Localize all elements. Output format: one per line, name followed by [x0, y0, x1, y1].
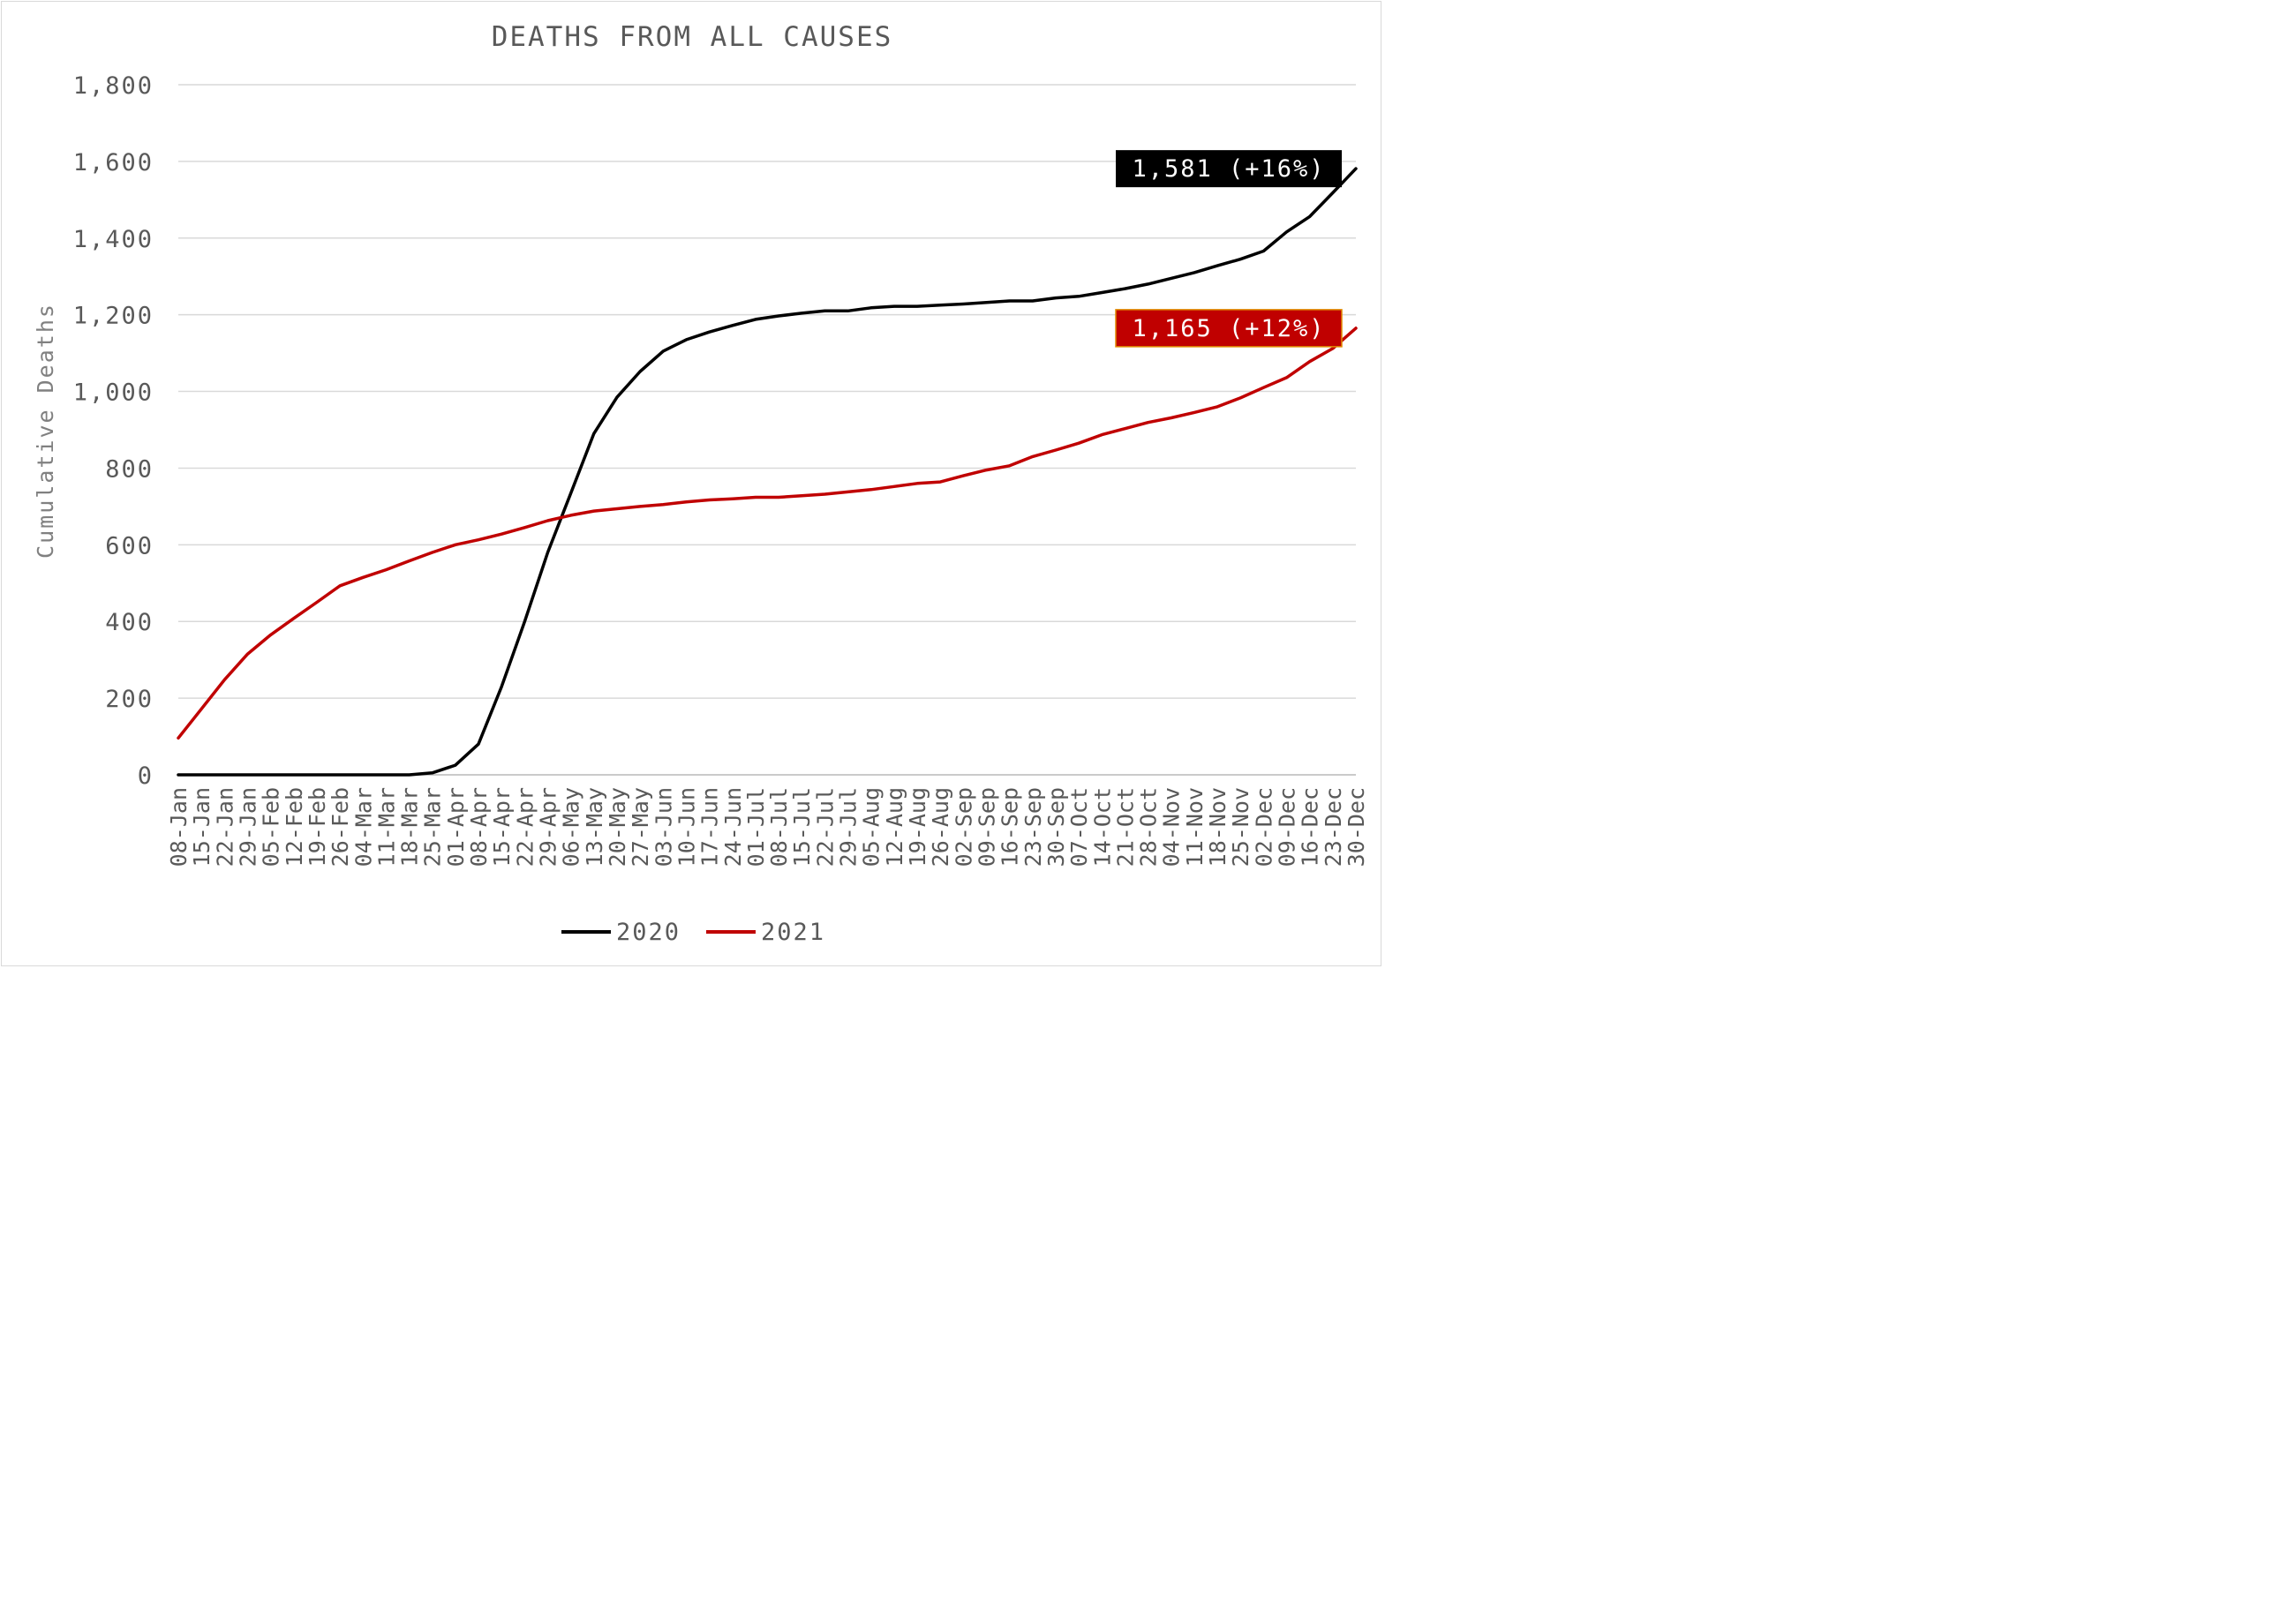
- x-tick-label: 08-Jul: [766, 787, 792, 867]
- end-label-2021: 1,165 (+12%): [1115, 309, 1343, 348]
- x-tick-label: 09-Sep: [974, 787, 999, 867]
- legend-item-2021: 2021: [706, 919, 825, 946]
- x-tick-label: 04-Nov: [1159, 787, 1185, 867]
- y-tick-label: 1,600: [73, 149, 154, 176]
- x-tick-label: 17-Jun: [697, 787, 723, 867]
- x-tick-label: 22-Apr: [512, 787, 538, 867]
- end-label-text: 1,581 (+16%): [1132, 155, 1325, 183]
- x-tick-label: 22-Jul: [812, 787, 838, 867]
- x-tick-label: 24-Jun: [720, 787, 746, 867]
- chart-title: DEATHS FROM ALL CAUSES: [492, 21, 893, 53]
- y-tick-label: 0: [138, 762, 154, 790]
- x-tick-label: 20-May: [605, 787, 630, 867]
- x-tick-label: 18-Nov: [1205, 787, 1231, 867]
- x-tick-label: 25-Mar: [420, 787, 446, 867]
- x-tick-label: 22-Jan: [212, 787, 237, 867]
- y-axis-ticks: 0 200 400 600 800 1,000 1,200 1,400 1,600 1,800: [73, 72, 154, 790]
- x-tick-label: 21-Oct: [1112, 787, 1138, 867]
- line-chart: DEATHS FROM ALL CAUSES Cumulative Deaths…: [33, 21, 1369, 946]
- x-tick-label: 12-Feb: [282, 787, 307, 867]
- legend: 2020 2021: [561, 919, 825, 946]
- x-tick-label: 03-Jun: [651, 787, 676, 867]
- x-tick-label: 29-Jul: [836, 787, 862, 867]
- x-tick-label: 28-Oct: [1136, 787, 1162, 867]
- x-tick-label: 18-Mar: [397, 787, 423, 867]
- end-label-text: 1,165 (+12%): [1132, 315, 1325, 342]
- x-tick-label: 29-Jan: [235, 787, 260, 867]
- y-tick-label: 1,200: [73, 303, 154, 330]
- x-tick-label: 23-Sep: [1020, 787, 1046, 867]
- x-tick-label: 09-Dec: [1275, 787, 1300, 867]
- end-label-box: [1115, 309, 1343, 348]
- legend-label: 2020: [616, 919, 681, 946]
- end-label-2020: 1,581 (+16%): [1116, 150, 1342, 188]
- end-labels: 1,581 (+16%) 1,165 (+12%): [1115, 150, 1343, 348]
- x-tick-label: 02-Sep: [951, 787, 976, 867]
- x-tick-label: 30-Sep: [1043, 787, 1069, 867]
- x-tick-label: 01-Jul: [743, 787, 769, 867]
- y-tick-label: 1,800: [73, 72, 154, 100]
- y-tick-label: 1,400: [73, 226, 154, 253]
- x-tick-label: 08-Apr: [466, 787, 492, 867]
- x-tick-label: 29-Apr: [536, 787, 561, 867]
- x-tick-label: 26-Feb: [327, 787, 353, 867]
- x-tick-label: 08-Jan: [166, 787, 192, 867]
- x-tick-label: 02-Dec: [1251, 787, 1276, 867]
- x-tick-label: 11-Nov: [1182, 787, 1208, 867]
- x-axis-ticks: 08-Jan15-Jan22-Jan29-Jan05-Feb12-Feb19-F…: [166, 787, 1369, 867]
- x-tick-label: 07-Oct: [1066, 787, 1092, 867]
- x-tick-label: 16-Sep: [997, 787, 1023, 867]
- x-tick-label: 19-Feb: [305, 787, 330, 867]
- x-tick-label: 01-Apr: [443, 787, 469, 867]
- x-tick-label: 04-Mar: [350, 787, 376, 867]
- x-tick-label: 16-Dec: [1298, 787, 1323, 867]
- series-line-2020: [177, 167, 1358, 777]
- x-tick-label: 26-Aug: [928, 787, 953, 867]
- y-axis-label: Cumulative Deaths: [33, 303, 58, 559]
- x-tick-label: 23-Dec: [1321, 787, 1346, 867]
- x-tick-label: 14-Oct: [1089, 787, 1115, 867]
- x-tick-label: 15-Jan: [189, 787, 215, 867]
- y-tick-label: 200: [105, 686, 154, 713]
- x-tick-label: 15-Apr: [489, 787, 515, 867]
- x-tick-label: 12-Aug: [882, 787, 907, 867]
- x-tick-label: 25-Nov: [1228, 787, 1253, 867]
- x-tick-label: 13-May: [582, 787, 607, 867]
- y-tick-label: 600: [105, 532, 154, 559]
- series-line-2021: [177, 327, 1358, 740]
- series-lines: [177, 167, 1358, 777]
- x-tick-label: 19-Aug: [905, 787, 930, 867]
- x-tick-label: 30-Dec: [1344, 787, 1369, 867]
- gridlines: [178, 84, 1356, 776]
- x-tick-label: 05-Feb: [259, 787, 284, 867]
- x-tick-label: 06-May: [559, 787, 584, 867]
- x-tick-label: 27-May: [628, 787, 653, 867]
- x-tick-label: 05-Aug: [859, 787, 885, 867]
- y-tick-label: 400: [105, 609, 154, 636]
- x-tick-label: 11-Mar: [373, 787, 399, 867]
- end-label-box: [1116, 150, 1342, 188]
- x-tick-label: 15-Jul: [789, 787, 815, 867]
- x-tick-label: 10-Jun: [674, 787, 699, 867]
- y-tick-label: 1,000: [73, 379, 154, 407]
- y-tick-label: 800: [105, 455, 154, 483]
- legend-item-2020: 2020: [561, 919, 681, 946]
- legend-label: 2021: [761, 919, 825, 946]
